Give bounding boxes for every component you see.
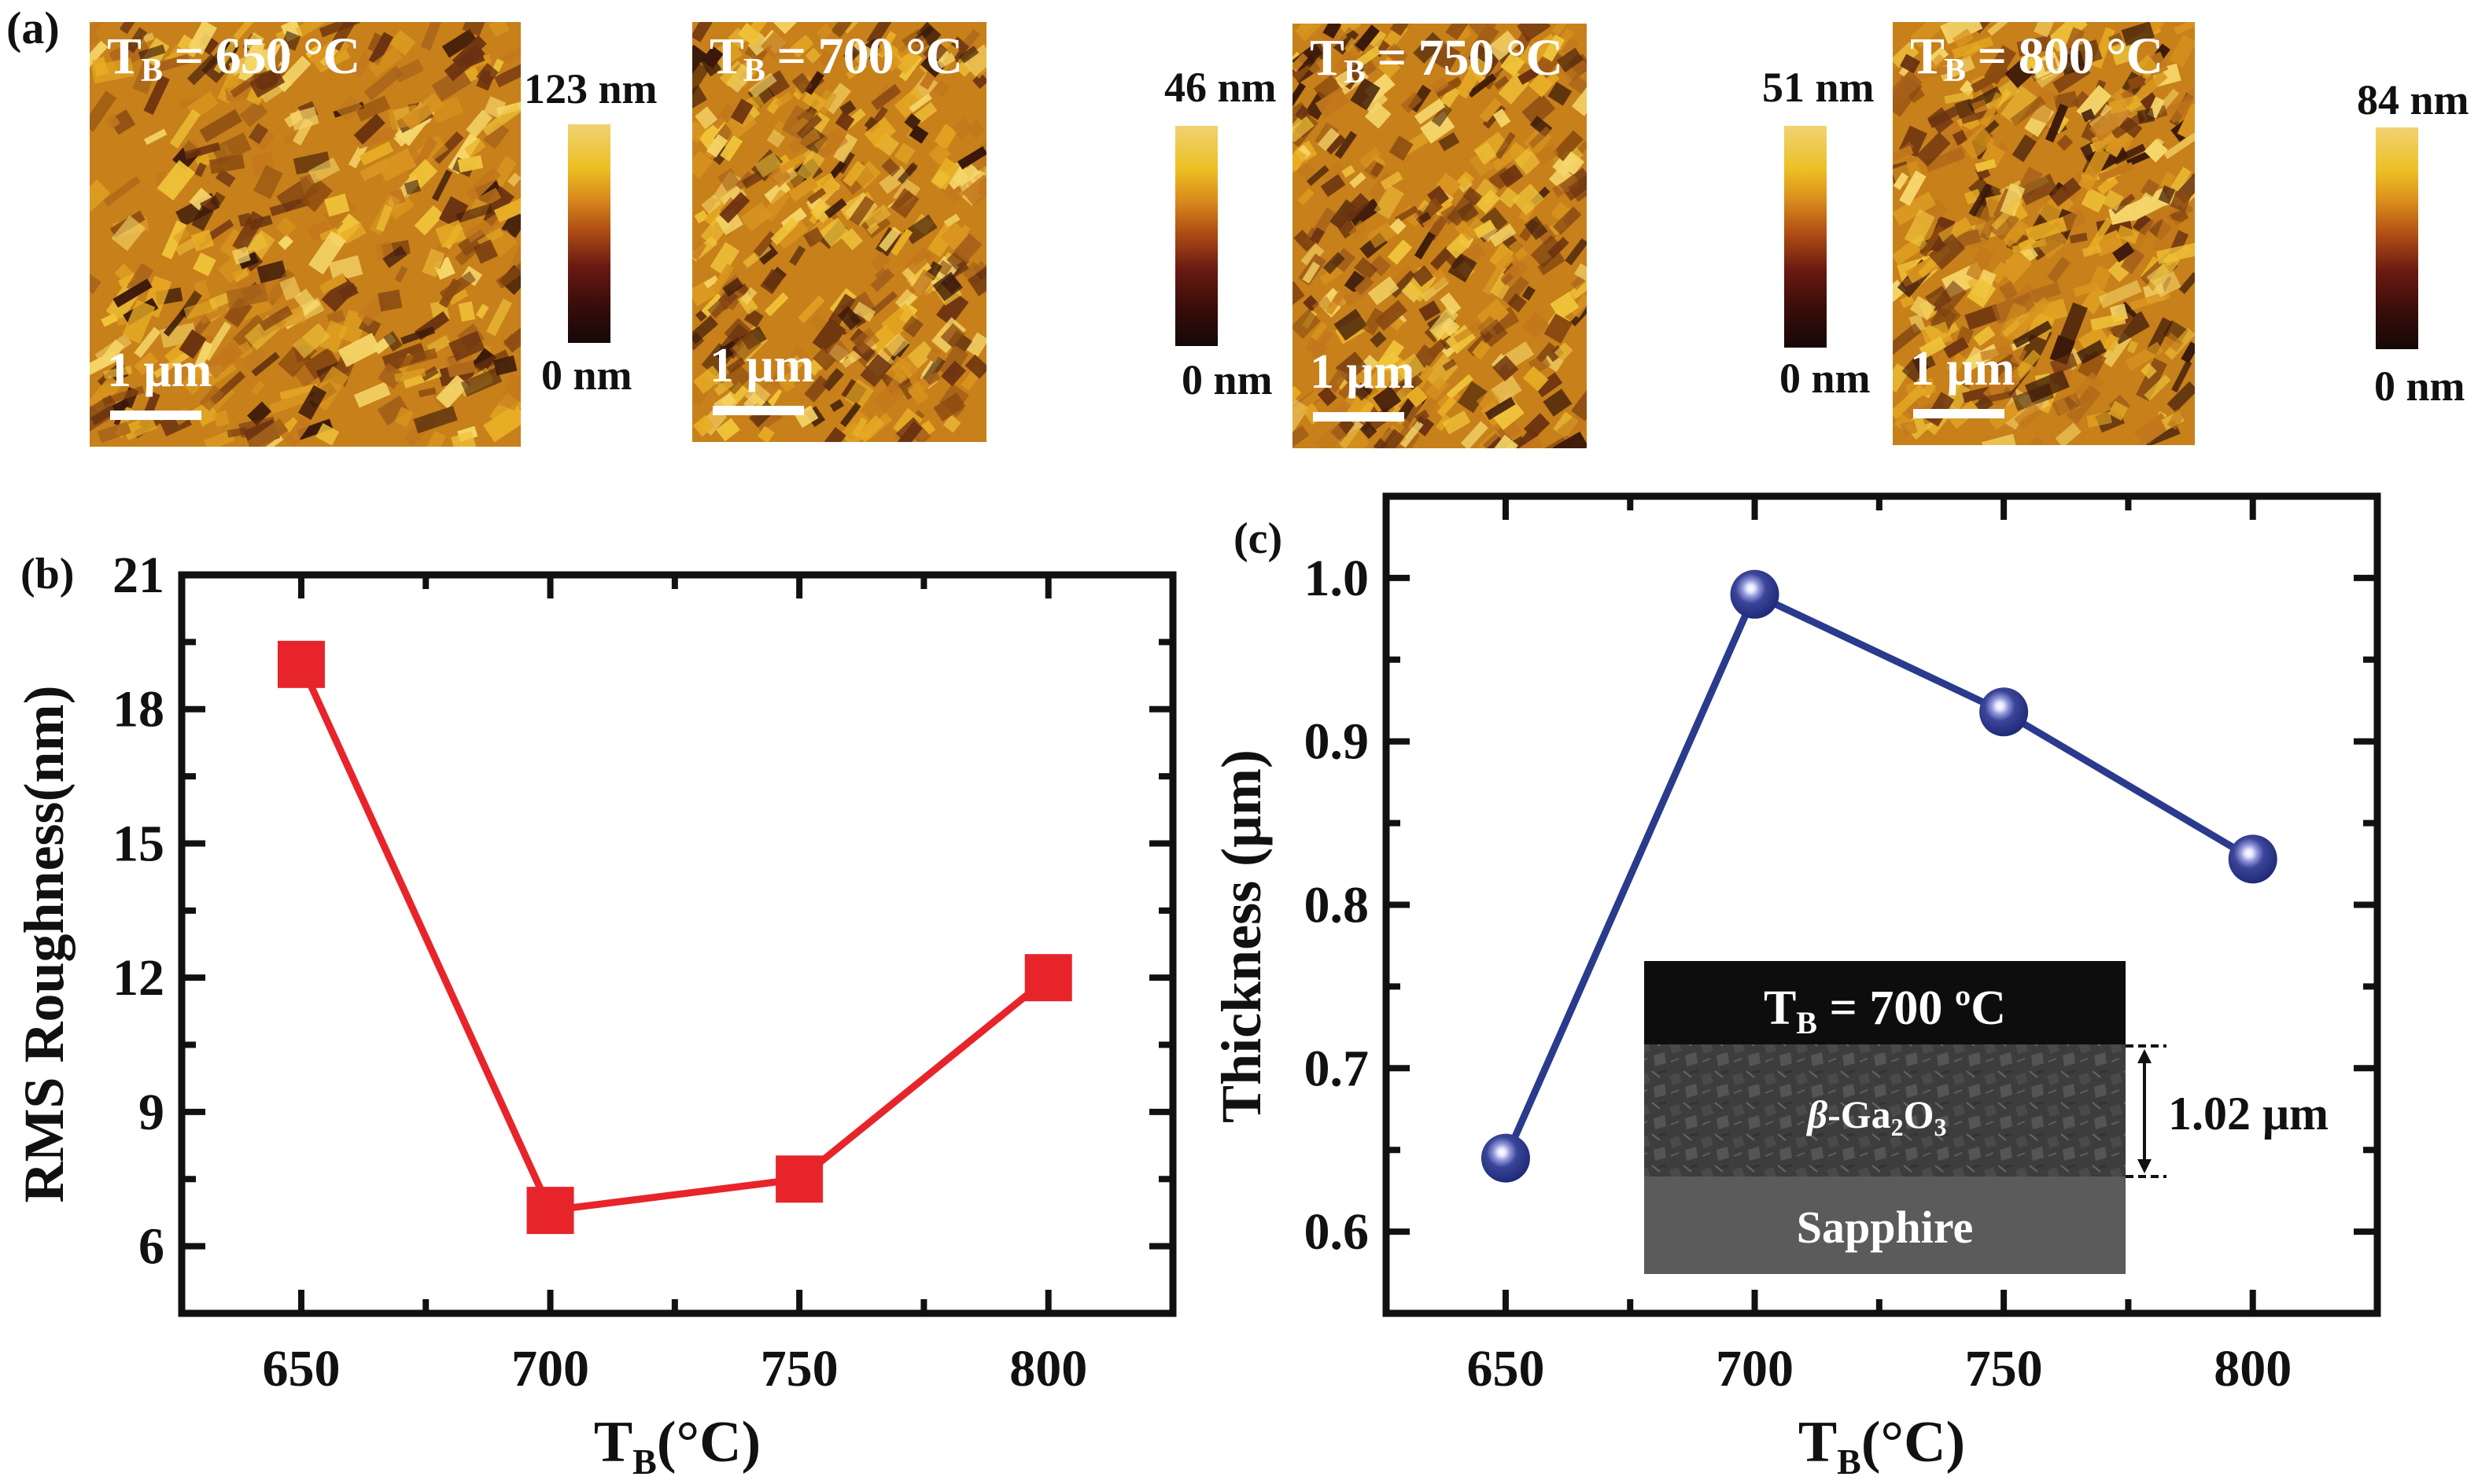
afm-texture: [90, 22, 521, 447]
scale-bar: [1313, 412, 1404, 422]
x-tick-label: 700: [1716, 1340, 1794, 1397]
x-axis-label: TB(°C): [594, 1410, 761, 1482]
afm-texture: [1292, 24, 1587, 448]
axes-frame: [178, 571, 1177, 1317]
y-tick-label: 6: [138, 1218, 164, 1276]
scale-bar-label: 1 μm: [1910, 342, 2015, 396]
data-point-marker: [776, 1155, 824, 1203]
y-tick-label: 9: [138, 1084, 164, 1141]
height-colorbar: [1175, 126, 1218, 346]
y-axis-label: Thickness (μm): [1210, 749, 1273, 1123]
inset-temperature-label: TB = 700 ºC: [1764, 981, 2006, 1040]
colorbar-max-label: 123 nm: [524, 65, 658, 112]
sem-inset: TB = 700 ºC β-Ga2O3 Sapphire 1.02 μm: [1644, 961, 2329, 1274]
x-tick-label: 800: [1009, 1340, 1087, 1397]
data-point-marker: [1730, 569, 1779, 619]
thickness-chart: (c) 650 700 750 800 0.6 0.7 0.8 0.9 1.0 TB(°C) Thic…: [1210, 492, 2381, 1482]
colorbar-min-label: 0 nm: [2374, 363, 2465, 410]
afm-temperature-label: TB = 750 °C: [1310, 29, 1563, 90]
data-point-marker: [1024, 954, 1072, 1002]
roughness-chart: (b) 650 700 750 800 6 9 12 15 18 21 TB(°C) RMS Rough…: [13, 547, 1177, 1482]
x-tick-label: 800: [2214, 1340, 2292, 1397]
y-tick-label: 0.7: [1304, 1040, 1370, 1097]
substrate-label: Sapphire: [1797, 1202, 1974, 1253]
arrow-head-up-icon: [2137, 1049, 2152, 1063]
x-axis-label: TB(°C): [1798, 1410, 1965, 1482]
series-line: [1502, 589, 2255, 1160]
y-tick-label: 0.6: [1304, 1203, 1370, 1261]
scale-bar: [110, 411, 201, 420]
data-point-marker: [526, 1187, 574, 1235]
data-point-marker: [1979, 687, 2029, 737]
panel-a-label: (a): [6, 2, 60, 53]
sem-background: [1644, 961, 2126, 1044]
afm-image: TB = 750 °C 1 μm: [1292, 24, 1587, 448]
y-tick-label: 21: [112, 547, 164, 604]
panel-label: (b): [20, 550, 74, 598]
afm-image: TB = 800 °C 1 μm: [1893, 22, 2195, 445]
scale-bar: [1913, 409, 2004, 418]
colorbar-max-label: 51 nm: [1762, 64, 1875, 111]
afm-texture: [1893, 22, 2195, 445]
data-point-marker: [1481, 1133, 1530, 1183]
x-tick-label: 750: [761, 1340, 839, 1397]
scale-bar-label: 1 μm: [1310, 345, 1415, 399]
arrow-head-down-icon: [2137, 1159, 2152, 1173]
x-tick-label: 750: [1965, 1340, 2043, 1397]
y-tick-label: 18: [112, 681, 164, 738]
data-point-marker: [277, 640, 325, 688]
colorbar-min-label: 0 nm: [1182, 356, 1273, 403]
height-colorbar: [2376, 127, 2418, 349]
x-tick-label: 650: [262, 1340, 340, 1397]
colorbar-min-label: 0 nm: [1779, 355, 1871, 402]
panel-label: (c): [1233, 514, 1282, 563]
afm-temperature-label: TB = 700 °C: [710, 28, 963, 89]
scale-bar: [713, 406, 804, 415]
afm-image: TB = 700 °C 1 μm: [692, 22, 986, 442]
sem-substrate-layer: [1644, 1177, 2126, 1274]
colorbar-min-label: 0 nm: [541, 352, 632, 399]
scale-bar-label: 1 μm: [710, 339, 815, 392]
y-tick-label: 15: [112, 815, 164, 872]
y-tick-label: 0.9: [1304, 713, 1370, 771]
thickness-value-label: 1.02 μm: [2168, 1088, 2329, 1140]
scale-bar-label: 1 μm: [107, 344, 212, 397]
sem-film-layer: [1644, 1044, 2126, 1177]
afm-image: TB = 650 °C 1 μm: [90, 22, 521, 447]
data-point-marker: [2228, 834, 2277, 884]
series-line: [297, 662, 1051, 1214]
colorbar-max-label: 84 nm: [2357, 76, 2469, 123]
x-tick-label: 650: [1466, 1340, 1544, 1397]
y-tick-label: 0.8: [1304, 877, 1370, 934]
afm-temperature-label: TB = 800 °C: [1910, 28, 2163, 89]
height-colorbar: [568, 124, 610, 343]
y-tick-label: 12: [112, 949, 164, 1007]
afm-temperature-label: TB = 650 °C: [107, 28, 360, 89]
afm-texture: [692, 22, 986, 442]
film-label: β-Ga2O3: [1805, 1092, 1946, 1141]
colorbar-max-label: 46 nm: [1164, 64, 1277, 111]
height-colorbar: [1784, 126, 1827, 348]
y-axis-label: RMS Roughness(nm): [13, 685, 76, 1202]
y-tick-label: 1.0: [1304, 550, 1370, 607]
x-tick-label: 700: [511, 1340, 589, 1397]
